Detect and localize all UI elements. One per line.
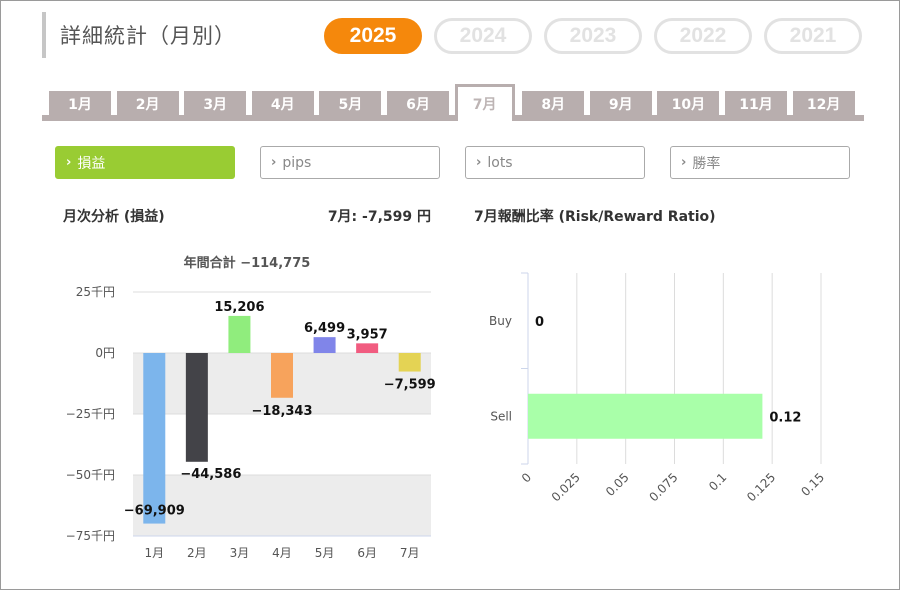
chart-title: 年間合計 −114,775 (184, 255, 311, 271)
data-label: 0 (535, 315, 544, 330)
bar-3月[interactable] (228, 315, 251, 353)
title-block: 詳細統計（月別） (42, 12, 236, 58)
y-tick-label: −50千円 (66, 468, 115, 482)
monthly-analysis-title: 月次分析 (損益) (63, 209, 165, 225)
x-tick-label: 1月 (144, 546, 164, 560)
x-tick-label: 5月 (315, 546, 335, 560)
bar-7月[interactable] (398, 353, 421, 372)
data-label: 15,206 (214, 300, 264, 315)
data-label: −18,343 (251, 404, 312, 419)
data-label: −69,909 (124, 504, 185, 519)
tab-month-5[interactable]: 5月 (319, 91, 382, 117)
tab-month-1[interactable]: 1月 (49, 91, 111, 117)
month-summary: 7月: -7,599 円 (327, 209, 431, 225)
tab-month-7[interactable]: 7月 (454, 84, 515, 121)
data-label: 0.12 (769, 410, 801, 425)
month-tab-baseline (42, 115, 864, 121)
bar-1月[interactable] (143, 353, 166, 524)
page-title: 詳細統計（月別） (60, 24, 236, 48)
y-tick-label: 0円 (95, 346, 115, 360)
bar-5月[interactable] (313, 337, 336, 353)
metric-lots-button[interactable]: › lots (465, 146, 645, 179)
x-tick-label: 0 (519, 470, 534, 485)
x-tick-label: 0.025 (549, 470, 583, 504)
tab-month-12[interactable]: 12月 (792, 91, 855, 117)
year-button-2021[interactable]: 2021 (764, 18, 862, 54)
y-category-label: Buy (489, 314, 512, 328)
bar-6月[interactable] (356, 343, 379, 353)
year-button-2022[interactable]: 2022 (654, 18, 752, 54)
bar-Sell[interactable] (528, 393, 763, 439)
tab-month-10[interactable]: 10月 (657, 91, 720, 117)
chevron-right-icon: › (66, 155, 72, 170)
metric-label: lots (487, 154, 513, 171)
plot-band (133, 475, 431, 536)
chevron-right-icon: › (271, 155, 277, 170)
monthly-pl-chart: 年間合計 −114,775 25千円 0円 −25千円 −50千円 −75千円 −69,90… (66, 255, 436, 560)
tab-month-2[interactable]: 2月 (116, 91, 179, 117)
risk-reward-title: 7月報酬比率 (Risk/Reward Ratio) (474, 209, 716, 225)
data-label: 3,957 (347, 327, 388, 342)
tab-month-6[interactable]: 6月 (387, 91, 449, 117)
x-tick-label: 2月 (187, 546, 207, 560)
bar-4月[interactable] (271, 353, 293, 398)
metric-label: pips (282, 154, 312, 171)
metric-profit-button[interactable]: › 損益 (55, 146, 235, 179)
x-tick-label: 3月 (230, 546, 250, 560)
y-tick-label: 25千円 (76, 285, 115, 299)
bar-2月[interactable] (185, 353, 208, 462)
x-tick-label: 7月 (400, 546, 420, 560)
metric-pips-button[interactable]: › pips (260, 146, 440, 179)
metric-label: 勝率 (692, 155, 721, 172)
year-button-2023[interactable]: 2023 (544, 18, 642, 54)
data-label: −44,586 (180, 467, 241, 482)
risk-reward-chart: 0 0.025 0.05 0.075 0.1 0.125 0.15 Buy 0 Sell 0.12 (489, 272, 827, 504)
data-label: 6,499 (304, 321, 345, 336)
x-tick-label: 0.1 (706, 470, 729, 493)
tab-month-4[interactable]: 4月 (251, 91, 314, 117)
metric-winrate-button[interactable]: › 勝率 (670, 146, 850, 179)
x-tick-label: 0.075 (646, 470, 680, 504)
y-tick-label: −25千円 (66, 407, 115, 421)
metric-label: 損益 (77, 155, 106, 172)
x-tick-label: 6月 (357, 546, 377, 560)
chevron-right-icon: › (681, 155, 687, 170)
x-tick-label: 0.125 (744, 470, 778, 504)
x-tick-label: 4月 (272, 546, 292, 560)
year-button-2025[interactable]: 2025 (324, 18, 422, 54)
y-category-label: Sell (490, 409, 512, 423)
chevron-right-icon: › (476, 155, 482, 170)
tab-month-9[interactable]: 9月 (589, 91, 652, 117)
tab-month-8[interactable]: 8月 (522, 91, 585, 117)
y-tick-label: −75千円 (66, 529, 115, 543)
x-tick-label: 0.05 (603, 470, 632, 499)
data-label: −7,599 (384, 378, 436, 393)
year-button-2024[interactable]: 2024 (434, 18, 532, 54)
x-tick-label: 0.15 (798, 470, 827, 499)
tab-month-11[interactable]: 11月 (725, 91, 787, 117)
tab-month-3[interactable]: 3月 (184, 91, 247, 117)
